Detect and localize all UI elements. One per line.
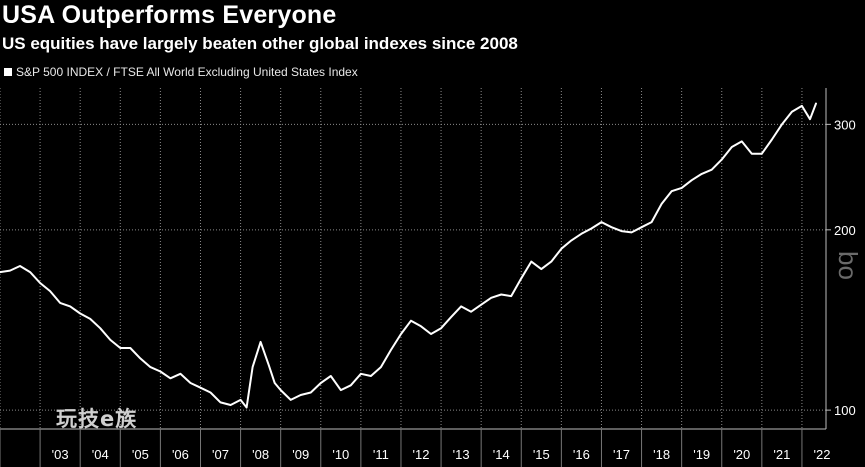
y-tick-label: 200: [834, 223, 856, 238]
chart-subtitle: US equities have largely beaten other gl…: [2, 34, 518, 53]
x-tick-label: '21: [773, 447, 790, 462]
x-tick-label: '22: [814, 447, 831, 462]
side-watermark: bo: [832, 251, 863, 280]
x-tick-label: '06: [172, 447, 189, 462]
x-tick-label: '07: [212, 447, 229, 462]
x-tick-label: '03: [52, 447, 69, 462]
x-tick-label: '17: [613, 447, 630, 462]
chart-title: USA Outperforms Everyone: [2, 1, 337, 29]
x-tick-label: '18: [653, 447, 670, 462]
x-tick-label: '15: [533, 447, 550, 462]
chart-legend: S&P 500 INDEX / FTSE All World Excluding…: [4, 65, 358, 79]
y-tick-label: 100: [834, 403, 856, 418]
x-tick-label: '09: [292, 447, 309, 462]
series-line: [0, 102, 817, 409]
legend-label: S&P 500 INDEX / FTSE All World Excluding…: [16, 65, 358, 79]
y-tick-label: 300: [834, 117, 856, 132]
x-tick-label: '14: [493, 447, 510, 462]
x-tick-label: '08: [252, 447, 269, 462]
x-tick-label: '05: [132, 447, 149, 462]
watermark: 玩技e族: [56, 407, 138, 431]
x-tick-label: '19: [693, 447, 710, 462]
x-tick-label: '10: [332, 447, 349, 462]
legend-swatch: [4, 68, 12, 76]
x-tick-label: '13: [453, 447, 470, 462]
x-tick-label: '11: [373, 447, 389, 462]
x-tick-label: '20: [733, 447, 750, 462]
x-tick-label: '12: [413, 447, 430, 462]
x-tick-label: '04: [92, 447, 109, 462]
x-tick-label: '16: [573, 447, 590, 462]
